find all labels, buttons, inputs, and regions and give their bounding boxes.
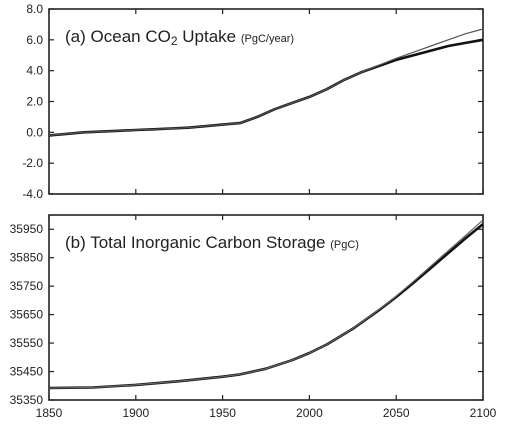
panel-b-ytick-label: 35650 <box>10 308 44 322</box>
panel-b-ytick-label: 35750 <box>10 279 44 293</box>
panel-b-ytick-label: 35550 <box>10 336 44 350</box>
panel-b-ytick-label: 35850 <box>10 251 44 265</box>
panel-b-y-axis: 35950 35850 35750 35650 35550 35450 35350 <box>10 222 483 407</box>
panel-a-ytick-label: 2.0 <box>26 95 43 109</box>
panel-a-ytick-label: 0.0 <box>26 125 43 139</box>
panel-b-series-line-2 <box>48 219 484 389</box>
panel-b-ytick-label: 35950 <box>10 222 44 236</box>
panel-b-ytick-label: 35350 <box>10 393 44 407</box>
panel-b-xtick-label: 2100 <box>470 406 497 420</box>
panel-b-xtick-label: 1850 <box>36 406 63 420</box>
panel-a-ytick-label: -2.0 <box>22 156 43 170</box>
panel-a-ytick-label: 4.0 <box>26 64 43 78</box>
panel-a-ytick-label: 8.0 <box>26 2 43 16</box>
panel-b-ytick-label: 35450 <box>10 365 44 379</box>
panel-a-label: (a) <box>65 27 86 46</box>
panel-b-frame <box>48 214 484 401</box>
panel-b-xtick-label: 2000 <box>296 406 323 420</box>
panel-a-series <box>48 28 484 137</box>
panel-ocean-co2-uptake: 8.0 6.0 4.0 2.0 0.0 -2.0 -4.0 (a) Ocean CO2 Up… <box>22 2 484 201</box>
panel-a-ytick-label: 6.0 <box>26 33 43 47</box>
panel-a-ytick-label: -4.0 <box>22 187 43 201</box>
panel-a-series-line-2 <box>48 28 484 136</box>
panel-a-title-subscript: 2 <box>171 34 178 48</box>
panel-b-x-axis: 1850 1900 1950 2000 2050 2100 <box>36 215 497 420</box>
panel-b-unit: (PgC) <box>330 239 359 251</box>
panel-b-xtick-label: 2050 <box>383 406 410 420</box>
panel-a-title: (a) Ocean CO2 Uptake (PgC/year) <box>65 27 294 48</box>
panel-a-title-main: Ocean CO <box>91 27 171 46</box>
panel-a-y-axis: 8.0 6.0 4.0 2.0 0.0 -2.0 -4.0 <box>22 2 484 201</box>
panel-b-series <box>48 219 484 390</box>
panel-a-series-line-1 <box>48 38 484 137</box>
panel-total-inorganic-carbon: 35950 35850 35750 35650 35550 35450 35350 (b) … <box>10 214 497 420</box>
panel-b-xtick-label: 1950 <box>209 406 236 420</box>
panel-b-title-main: Total Inorganic Carbon Storage <box>90 233 325 252</box>
panel-b-label: (b) <box>65 233 86 252</box>
panel-a-title-suffix: Uptake <box>178 27 237 46</box>
panel-b-title: (b) Total Inorganic Carbon Storage (PgC) <box>65 233 359 252</box>
panel-b-xtick-label: 1900 <box>122 406 149 420</box>
panel-a-unit: (PgC/year) <box>241 33 294 45</box>
